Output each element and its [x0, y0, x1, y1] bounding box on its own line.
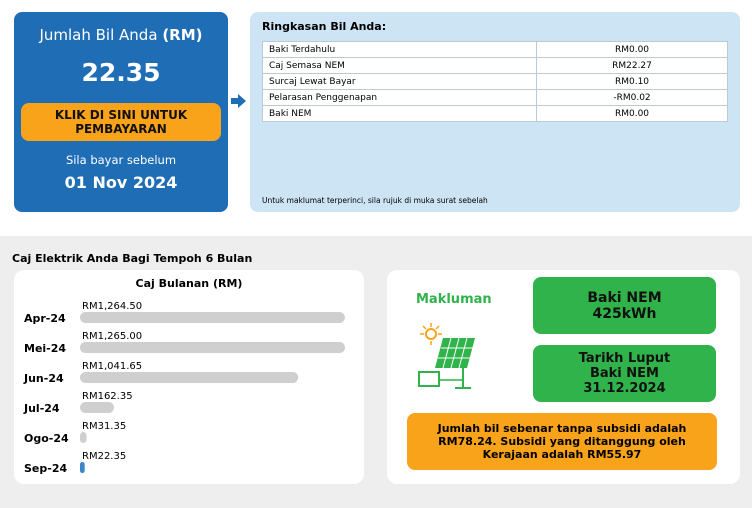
due-date: 01 Nov 2024 — [64, 173, 178, 192]
table-row: Caj Semasa NEM RM22.27 — [262, 57, 728, 74]
table-row: Surcaj Lewat Bayar RM0.10 — [262, 73, 728, 90]
table-row: Baki Terdahulu RM0.00 — [262, 41, 728, 58]
summary-box: Ringkasan Bil Anda: Baki Terdahulu RM0.00… — [250, 12, 740, 212]
chart: Caj Bulanan (RM) Apr-24 RM1,264.50 Mei-24 RM… — [23, 277, 345, 475]
arrow — [231, 94, 246, 108]
table-row: Baki NEM RM0.00 — [262, 105, 728, 122]
bar — [80, 462, 85, 473]
category-label: Mei-24 — [24, 342, 66, 355]
value-label: RM31.35 — [82, 421, 126, 432]
bar — [80, 312, 345, 323]
table-row: Pelarasan Penggenapan -RM0.02 — [262, 89, 728, 106]
amount: 22.35 — [81, 58, 161, 87]
info-title: Makluman — [416, 292, 492, 307]
category-label: Jun-24 — [23, 372, 64, 385]
nem-box: Baki NEM 425kWh — [533, 277, 716, 334]
category-label: Ogo-24 — [24, 432, 69, 445]
chart-title: Caj Bulanan (RM) — [136, 277, 243, 290]
category-label: Apr-24 — [24, 312, 66, 325]
chart-card: Caj Bulanan (RM) Apr-24 RM1,264.50 Mei-24 RM… — [14, 270, 364, 484]
expiry-date: 31.12.2024 — [583, 381, 666, 396]
amount-cell: RM0.00 — [536, 105, 728, 122]
total-box: Jumlah Bil Anda (RM) 22.35 KLIK DI SINI … — [14, 12, 228, 212]
label-cell: Baki Terdahulu — [262, 41, 537, 58]
summary-table: Baki Terdahulu RM0.00 Caj Semasa NEM RM22.2… — [262, 41, 728, 122]
section-title: Caj Elektrik Anda Bagi Tempoh 6 Bulan — [12, 252, 253, 265]
solar-icon — [418, 323, 475, 389]
title-unit: (RM) — [162, 26, 203, 44]
nem-label: Baki NEM — [587, 289, 662, 306]
value-label: RM1,264.50 — [82, 301, 142, 312]
total-title: Jumlah Bil Anda (RM) — [14, 26, 228, 44]
bar — [80, 372, 299, 383]
label-cell: Baki NEM — [262, 105, 537, 122]
summary-title: Ringkasan Bil Anda: — [262, 20, 387, 33]
nem-value: 425kWh — [592, 305, 657, 322]
bar — [80, 432, 87, 443]
bar — [80, 402, 115, 413]
value-label: RM1,041.65 — [82, 361, 142, 372]
amount-cell: -RM0.02 — [536, 89, 728, 106]
title-text: Jumlah Bil Anda — [39, 26, 158, 44]
amount-cell: RM0.10 — [536, 73, 728, 90]
label-cell: Pelarasan Penggenapan — [262, 89, 537, 106]
bar — [80, 342, 345, 353]
amount-cell: RM0.00 — [536, 41, 728, 58]
expiry-box: Tarikh Luput Baki NEM 31.12.2024 — [533, 345, 716, 402]
label-cell: Surcaj Lewat Bayar — [262, 73, 537, 90]
note: Untuk maklumat terperinci, sila rujuk di… — [262, 196, 488, 205]
category-label: Sep-24 — [24, 462, 67, 475]
label-cell: Caj Semasa NEM — [262, 57, 537, 74]
expiry-label: Tarikh Luput Baki NEM — [578, 351, 671, 381]
info-card: Makluman Baki NEM 425kWh Tarikh Luput Bak… — [387, 270, 740, 484]
bottom-section: Caj Elektrik Anda Bagi Tempoh 6 Bulan Ca… — [0, 236, 752, 508]
category-label: Jul-24 — [23, 402, 60, 415]
value-label: RM22.35 — [82, 451, 126, 462]
value-label: RM1,265.00 — [82, 331, 142, 342]
due-label: Sila bayar sebelum — [65, 153, 177, 167]
value-label: RM162.35 — [82, 391, 133, 402]
amount-cell: RM22.27 — [536, 57, 728, 74]
pay-button[interactable]: KLIK DI SINI UNTUK PEMBAYARAN — [21, 103, 221, 141]
subsidy-note: Jumlah bil sebenar tanpa subsidi adalah … — [407, 413, 717, 470]
